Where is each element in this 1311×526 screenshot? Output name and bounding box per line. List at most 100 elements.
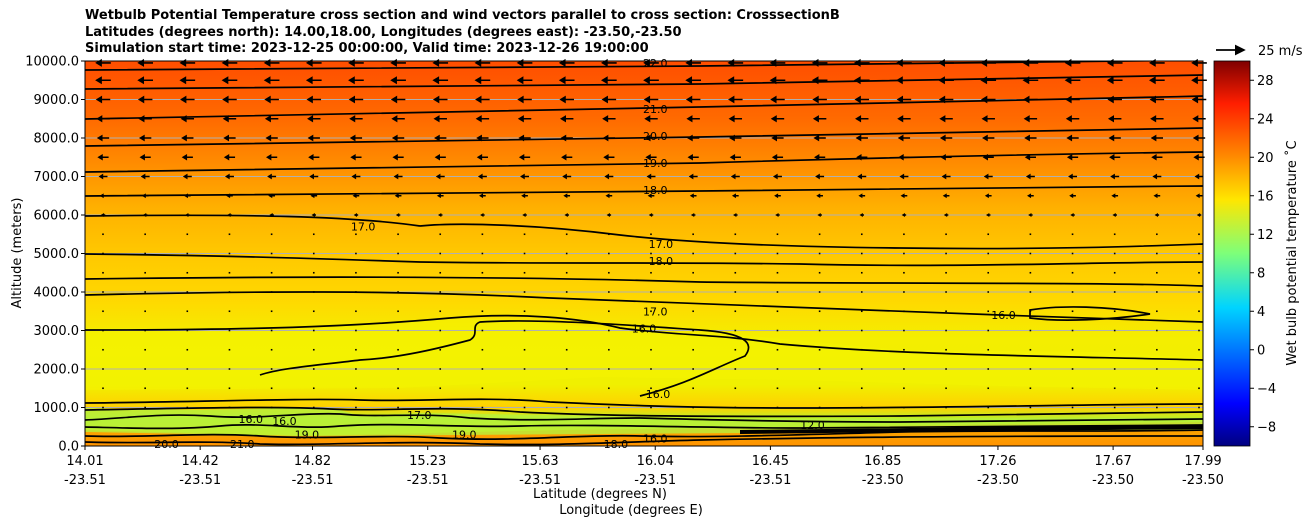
wind-vector [1029,406,1032,409]
wind-vector [223,134,236,142]
wind-vector [312,271,315,274]
wind-vector [860,368,863,370]
wind-vector [643,95,659,104]
wind-vector [228,233,231,236]
contour-label: 16.0 [272,415,297,428]
wind-vector [1149,95,1165,104]
wind-vector [855,115,869,123]
wind-vector [818,406,821,409]
wind-vector [608,329,610,332]
wind-vector [96,134,110,142]
wind-vector [980,95,996,104]
wind-vector [942,193,950,199]
colorbar-tick-label: 28 [1257,74,1274,89]
wind-vector [692,329,694,332]
wind-vector [270,387,273,390]
wind-vector [771,154,784,161]
wind-vector [142,212,148,218]
wind-vector [903,233,905,236]
isotherm-contours [85,61,1203,446]
colorbar-tick-label: 12 [1257,228,1274,243]
wind-vector [903,406,905,409]
wind-vector [565,271,568,274]
wind-vector [606,212,612,218]
wind-vector [776,368,779,370]
wind-vector [897,134,911,142]
wind-vector [434,154,446,161]
contour-15 [85,398,1203,409]
wind-vector [436,193,444,199]
wind-vector [987,233,990,236]
wind-vector [186,291,189,293]
wind-vector [228,368,231,370]
wind-vector [355,291,357,293]
wind-vector [186,348,189,351]
wind-vector [643,76,659,85]
wind-vector [392,154,404,161]
contour-label: 16.0 [238,413,263,426]
wind-vector [439,291,442,293]
wind-vector [523,348,526,351]
wind-vector [228,271,231,274]
wind-vector [903,368,905,370]
wind-vector [602,134,616,142]
wind-vector [856,154,868,161]
wind-vector [137,76,153,85]
wind-vector [558,76,575,85]
wind-vector [945,348,947,351]
wind-vector [308,154,320,161]
wind-vector [939,115,953,123]
y-tick-label: 4000.0 [34,286,80,301]
wind-vector [391,134,405,142]
wind-vector [860,233,863,236]
wind-vector [1107,95,1122,104]
wind-vector [860,310,863,313]
wind-vector [1193,154,1205,161]
wind-vector [728,115,743,123]
wind-vector [307,134,320,142]
wind-vector [1156,406,1158,409]
contour-label: 22.0 [643,57,668,70]
wind-vector [348,95,364,104]
wind-vector [562,173,572,180]
wind-vector [1198,406,1200,409]
wind-vector [1113,310,1116,313]
wind-vector [776,310,779,313]
wind-vector [1154,212,1160,218]
wind-vector [1024,154,1036,161]
wind-vector [1113,387,1116,390]
wind-vector [734,329,737,332]
x-tick-label-lon: -23.50 [862,473,904,488]
wind-vector [685,95,701,104]
wind-vector [1195,193,1203,199]
wind-vector [685,76,701,85]
contour-label: 17.0 [351,221,376,234]
wind-vector [982,134,995,142]
wind-vector [312,348,315,351]
wind-vector [266,154,278,161]
wind-vector [730,173,740,180]
wind-vector [565,252,568,255]
wind-vector [221,76,238,85]
wind-vector [818,329,821,332]
wind-vector [222,95,237,104]
wind-vector [559,115,574,123]
wind-vector [650,387,652,390]
wind-vector [689,193,697,199]
wind-vector [144,252,146,255]
contour-label: 18.0 [604,438,629,451]
wind-vector [772,173,782,180]
wind-vector [900,193,908,199]
wind-vector [270,406,273,409]
wind-vector [901,212,907,218]
contour-label: 12.0 [800,419,825,432]
wind-vector [1113,291,1116,293]
wind-vector [439,387,442,390]
wind-vector [102,329,104,332]
wind-vector [523,329,526,332]
wind-vector [1071,406,1074,409]
wind-vector [650,252,652,255]
wind-vector [397,348,399,351]
wind-vector [559,95,574,104]
wind-vector [945,233,947,236]
